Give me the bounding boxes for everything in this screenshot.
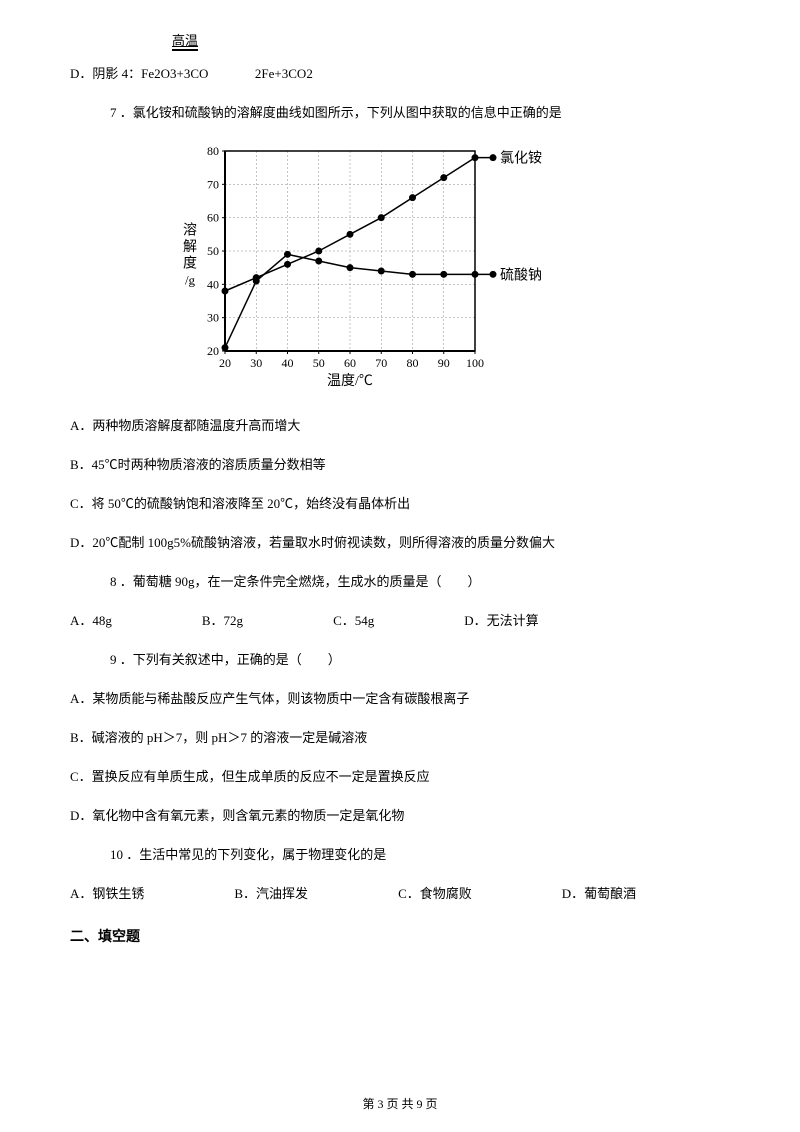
section-2-title: 二、填空题	[70, 926, 730, 946]
svg-text:氯化铵: 氯化铵	[500, 151, 542, 167]
q7-option-d: D．20℃配制 100g5%硫酸钠溶液，若量取水时俯视读数，则所得溶液的质量分数…	[70, 532, 730, 551]
svg-text:70: 70	[207, 177, 219, 191]
svg-text:40: 40	[207, 277, 219, 291]
q10-option-d: D．葡萄酿酒	[562, 883, 636, 902]
svg-text:80: 80	[407, 356, 419, 370]
svg-text:60: 60	[344, 356, 356, 370]
svg-text:20: 20	[219, 356, 231, 370]
svg-text:80: 80	[207, 144, 219, 158]
q10-option-b: B．汽油挥发	[234, 883, 308, 902]
q10-options: A．钢铁生锈 B．汽油挥发 C．食物腐败 D．葡萄酿酒	[70, 883, 730, 902]
svg-text:30: 30	[207, 311, 219, 325]
q7-option-c: C．将 50℃的硫酸钠饱和溶液降至 20℃，始终没有晶体析出	[70, 493, 730, 512]
svg-text:50: 50	[207, 244, 219, 258]
svg-text:100: 100	[466, 356, 484, 370]
svg-text:温度/℃: 温度/℃	[327, 373, 373, 389]
svg-text:60: 60	[207, 211, 219, 225]
svg-text:30: 30	[250, 356, 262, 370]
question-8: 8 ．葡萄糖 90g，在一定条件完全燃烧，生成水的质量是（ ）	[110, 571, 730, 590]
solubility-chart: 20 30 40 50 60 70 80 20 30 40 50 60 70 80 90 100 溶解度/g 温度…	[170, 141, 730, 391]
svg-text:70: 70	[375, 356, 387, 370]
option-d-line: D．阴影 4：Fe2O3+3CO 2Fe+3CO2	[70, 63, 730, 82]
q9-option-a: A．某物质能与稀盐酸反应产生气体，则该物质中一定含有碳酸根离子	[70, 688, 730, 707]
q7-option-a: A．两种物质溶解度都随温度升高而增大	[70, 415, 730, 434]
svg-text:解: 解	[183, 239, 197, 255]
q9-option-c: C．置换反应有单质生成，但生成单质的反应不一定是置换反应	[70, 766, 730, 785]
svg-text:90: 90	[438, 356, 450, 370]
high-temp-label: 高温	[160, 30, 210, 49]
option-d-prefix: D．阴影 4：Fe2O3+3CO	[70, 66, 208, 81]
svg-text:溶: 溶	[183, 222, 197, 238]
q7-option-b: B．45℃时两种物质溶液的溶质质量分数相等	[70, 454, 730, 473]
svg-text:硫酸钠: 硫酸钠	[500, 267, 542, 283]
option-d-suffix: 2Fe+3CO2	[255, 66, 313, 81]
svg-text:度: 度	[183, 256, 197, 272]
high-temp-text: 高温	[172, 33, 198, 51]
question-9: 9 ．下列有关叙述中，正确的是（ ）	[110, 649, 730, 668]
question-10: 10 ．生活中常见的下列变化，属于物理变化的是	[110, 844, 730, 863]
question-7: 7 ．氯化铵和硫酸钠的溶解度曲线如图所示，下列从图中获取的信息中正确的是	[110, 102, 730, 121]
q9-option-b: B．碱溶液的 pH＞7，则 pH＞7 的溶液一定是碱溶液	[70, 727, 730, 746]
page-footer: 第 3 页 共 9 页	[0, 1095, 800, 1112]
q8-option-b: B．72g	[202, 610, 243, 629]
svg-text:50: 50	[313, 356, 325, 370]
q10-option-a: A．钢铁生锈	[70, 883, 144, 902]
q8-option-a: A．48g	[70, 610, 112, 629]
q8-options: A．48g B．72g C．54g D．无法计算	[70, 610, 730, 629]
q9-option-d: D．氧化物中含有氧元素，则含氧元素的物质一定是氧化物	[70, 805, 730, 824]
q10-option-c: C．食物腐败	[398, 883, 472, 902]
svg-text:20: 20	[207, 344, 219, 358]
svg-text:40: 40	[282, 356, 294, 370]
q8-option-c: C．54g	[333, 610, 374, 629]
chart-svg: 20 30 40 50 60 70 80 20 30 40 50 60 70 80 90 100 溶解度/g 温度…	[170, 141, 550, 391]
q8-option-d: D．无法计算	[464, 610, 538, 629]
svg-text:/g: /g	[185, 272, 196, 287]
